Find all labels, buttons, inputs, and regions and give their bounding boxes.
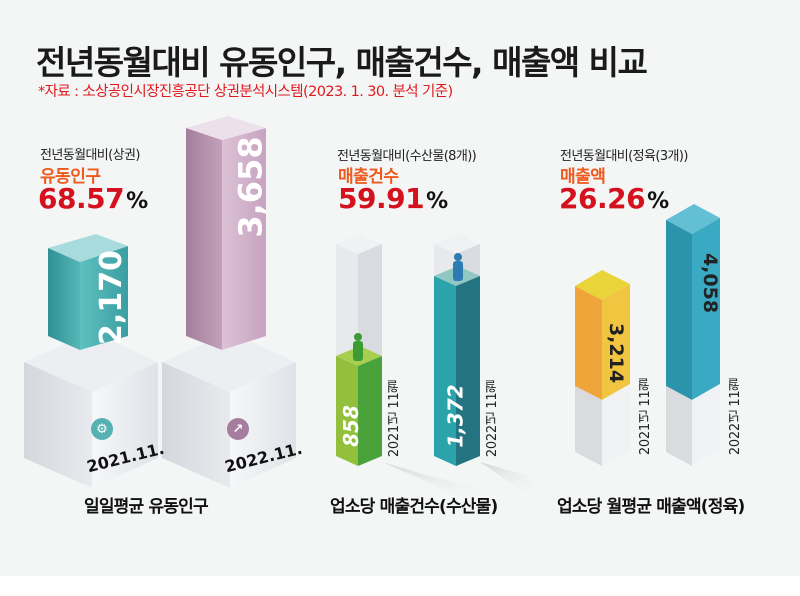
group2-bar2-value: 1,372 [443,384,468,448]
source-note: *자료 : 소상공인시장진흥공단 상권분석시스템(2023. 1. 30. 분석… [38,84,453,100]
group3-subtitle: 전년동월대비(정육(3개)) [560,149,688,164]
percent-sign: % [426,189,448,214]
group1-bar2-value: 3,658 [231,136,270,238]
group3-bar2-value: 4,058 [699,252,722,314]
group1-bottom-label: 일일평균 유동인구 [84,497,209,517]
group2-bar2-period: 2022년 11월 [485,380,500,458]
group3-change-value: 26.26 [559,182,646,215]
infographic-canvas: 전년동월대비 유동인구, 매출건수, 매출액 비교 *자료 : 소상공인시장진흥… [0,0,800,576]
group2-change-value: 59.91 [338,182,425,215]
group1-bar1-value: 2,170 [93,250,129,345]
group3-change: 26.26% [559,182,669,215]
group2-bottom-label: 업소당 매출건수(수산물) [330,497,498,517]
gear-icon: ⚙ [91,418,113,440]
group1-change: 68.57% [38,182,148,215]
percent-sign: % [126,189,148,214]
group2-bar1-period: 2021년 11월 [387,380,402,458]
group2-bar1-value: 858 [338,405,363,447]
group3-bar1-value: 3,214 [605,322,628,384]
group1-change-value: 68.57 [38,182,125,215]
group3-chart [575,204,720,466]
group3-bar2-period: 2022년 11월 [728,378,743,456]
group3-bar1-period: 2021년 11월 [638,378,653,456]
group2-metric: 매출건수 [338,167,399,187]
group2-change: 59.91% [338,182,448,215]
group3-bottom-label: 업소당 월평균 매출액(정육) [557,497,745,517]
group2-chart [336,234,540,496]
group1-subtitle: 전년동월대비(상권) [40,148,140,163]
group2-subtitle: 전년동월대비(수산물(8개)) [337,149,477,164]
chart-icon: ↗ [227,418,249,440]
group1-metric: 유동인구 [40,167,101,187]
group3-metric: 매출액 [560,167,606,187]
page-title: 전년동월대비 유동인구, 매출건수, 매출액 비교 [36,43,648,82]
percent-sign: % [647,189,669,214]
group1-chart [24,116,296,488]
